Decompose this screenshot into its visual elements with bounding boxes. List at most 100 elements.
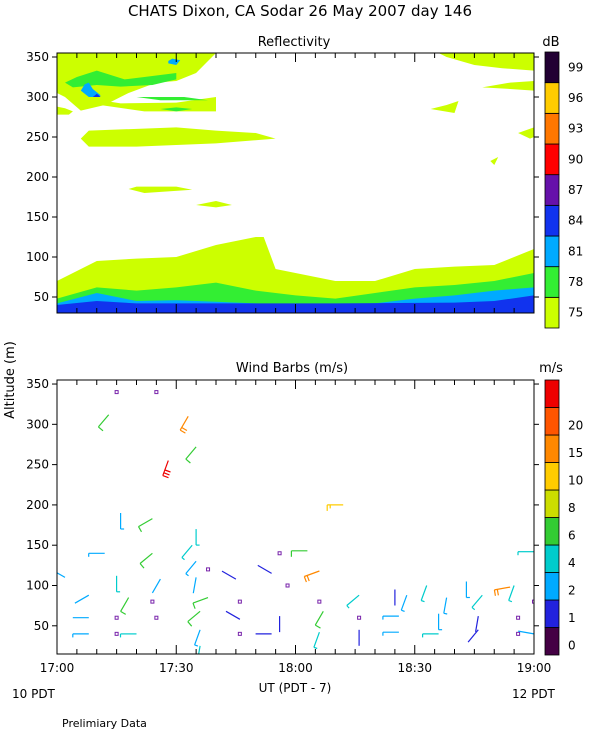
- wind-ytick-label: 300: [26, 417, 49, 431]
- wind-barb: [493, 586, 511, 596]
- wind-barb: [508, 585, 515, 603]
- reflectivity-patch: [482, 81, 534, 91]
- reflectivity-patch: [518, 127, 534, 139]
- wind-barb: [400, 594, 408, 612]
- reflectivity-patch: [490, 157, 499, 165]
- wind-barb-calm: [150, 599, 155, 604]
- wind-barb-calm: [237, 599, 242, 604]
- reflectivity-ytick-label: 350: [26, 50, 49, 64]
- wind-xtick-label: 17:00: [40, 661, 75, 675]
- reflectivity-colorbar-tick: 93: [568, 122, 583, 136]
- wind-colorbar-label: m/s: [539, 361, 563, 376]
- wind-barb: [303, 570, 320, 583]
- reflectivity-colorbar-swatch: [544, 112, 560, 145]
- wind-barb: [420, 585, 428, 603]
- reflectivity-colorbar: 75 78 81 84 87 90 93 96 99: [544, 51, 583, 329]
- wind-barb-calm: [516, 631, 521, 636]
- wind-barb-calm: [532, 599, 534, 604]
- wind-barb: [422, 633, 439, 638]
- wind-barbs-frame: [56, 379, 535, 655]
- wind-barb: [382, 615, 399, 620]
- reflectivity-colorbar-swatch: [544, 51, 560, 84]
- wind-barb: [194, 629, 201, 647]
- reflectivity-plot-area: 50 100 150 200 250 300 350: [26, 50, 539, 314]
- wind-barb: [187, 610, 201, 627]
- wind-xtick-label: 18:30: [397, 661, 432, 675]
- wind-colorbar-swatch: [544, 517, 560, 546]
- wind-barb-calm: [114, 615, 119, 620]
- reflectivity-patch: [136, 97, 208, 101]
- wind-barb-calm: [357, 615, 362, 620]
- wind-colorbar-tick: 4: [568, 556, 576, 570]
- wind-barb: [179, 415, 189, 434]
- wind-colorbar-tick: 15: [568, 446, 583, 460]
- wind-xtick-label: 17:30: [159, 661, 194, 675]
- wind-barb: [221, 570, 237, 580]
- reflectivity-ytick-label: 200: [26, 170, 49, 184]
- wind-barb: [475, 615, 479, 633]
- reflectivity-colorbar-tick: 99: [568, 60, 583, 74]
- reflectivity-patch: [430, 101, 459, 113]
- wind-barb-calm: [206, 567, 211, 572]
- wind-barb: [181, 544, 193, 561]
- wind-ytick-label: 250: [26, 458, 49, 472]
- reflectivity-colorbar-swatch: [544, 82, 560, 114]
- reflectivity-colorbar-swatch: [544, 204, 560, 237]
- wind-ytick-label: 350: [26, 377, 49, 391]
- figure-title: CHATS Dixon, CA Sodar 26 May 2007 day 14…: [128, 2, 472, 20]
- wind-colorbar-tick: 2: [568, 583, 576, 597]
- reflectivity-patch: [80, 82, 101, 97]
- wind-colorbar-swatch: [544, 627, 560, 656]
- reflectivity-patch: [160, 107, 193, 112]
- wind-colorbar-swatch: [544, 462, 560, 491]
- reflectivity-colorbar-tick: 87: [568, 183, 583, 197]
- wind-barb: [192, 597, 209, 609]
- reflectivity-patch: [80, 97, 216, 112]
- wind-barb: [137, 518, 153, 533]
- reflectivity-patch: [57, 106, 73, 115]
- wind-barb: [257, 564, 272, 574]
- wind-barb: [326, 504, 344, 511]
- wind-colorbar-tick: 6: [568, 528, 576, 542]
- reflectivity-patch: [92, 93, 101, 97]
- wind-barb: [467, 629, 479, 643]
- footnote: Prelimiary Data: [62, 717, 147, 730]
- reflectivity-title: Reflectivity: [258, 35, 331, 50]
- wind-barb: [382, 631, 399, 636]
- reflectivity-ytick-label: 250: [26, 130, 49, 144]
- wind-colorbar-swatch: [544, 407, 560, 436]
- reflectivity-colorbar-swatch: [544, 143, 560, 176]
- wind-ytick-label: 50: [34, 619, 49, 633]
- wind-colorbar-swatch: [544, 544, 560, 573]
- x-note-right: 12 PDT: [512, 687, 556, 701]
- reflectivity-ytick-label: 50: [34, 290, 49, 304]
- reflectivity-patch: [168, 58, 181, 65]
- wind-barb: [97, 414, 110, 432]
- wind-barb-calm: [154, 615, 159, 620]
- reflectivity-colorbar-tick: 81: [568, 244, 583, 258]
- wind-colorbar: 0 1 2 4 6 8 10 15 20: [544, 379, 583, 656]
- reflectivity-colorbar-tick: 90: [568, 152, 583, 166]
- reflectivity-patch: [128, 186, 193, 193]
- reflectivity-patch: [438, 53, 534, 71]
- wind-ytick-label: 150: [26, 538, 49, 552]
- wind-barb: [192, 577, 197, 594]
- wind-barb: [185, 560, 197, 577]
- reflectivity-ytick-label: 150: [26, 210, 49, 224]
- wind-barb: [465, 581, 470, 599]
- wind-colorbar-swatch: [544, 599, 560, 628]
- wind-barb: [471, 594, 483, 611]
- wind-barb: [438, 613, 443, 631]
- reflectivity-ytick-label: 300: [26, 90, 49, 104]
- reflectivity-colorbar-tick: 75: [568, 306, 583, 320]
- wind-ytick-label: 200: [26, 498, 49, 512]
- reflectivity-colorbar-tick: 78: [568, 275, 583, 289]
- wind-barb: [314, 610, 324, 629]
- wind-barb-calm: [317, 599, 322, 604]
- x-axis-label: UT (PDT - 7): [259, 681, 332, 695]
- wind-barb: [518, 630, 534, 635]
- wind-barb-calm: [154, 390, 159, 395]
- wind-colorbar-tick: 8: [568, 501, 576, 515]
- wind-barb-calm: [114, 631, 119, 636]
- wind-colorbar-swatch: [544, 434, 560, 463]
